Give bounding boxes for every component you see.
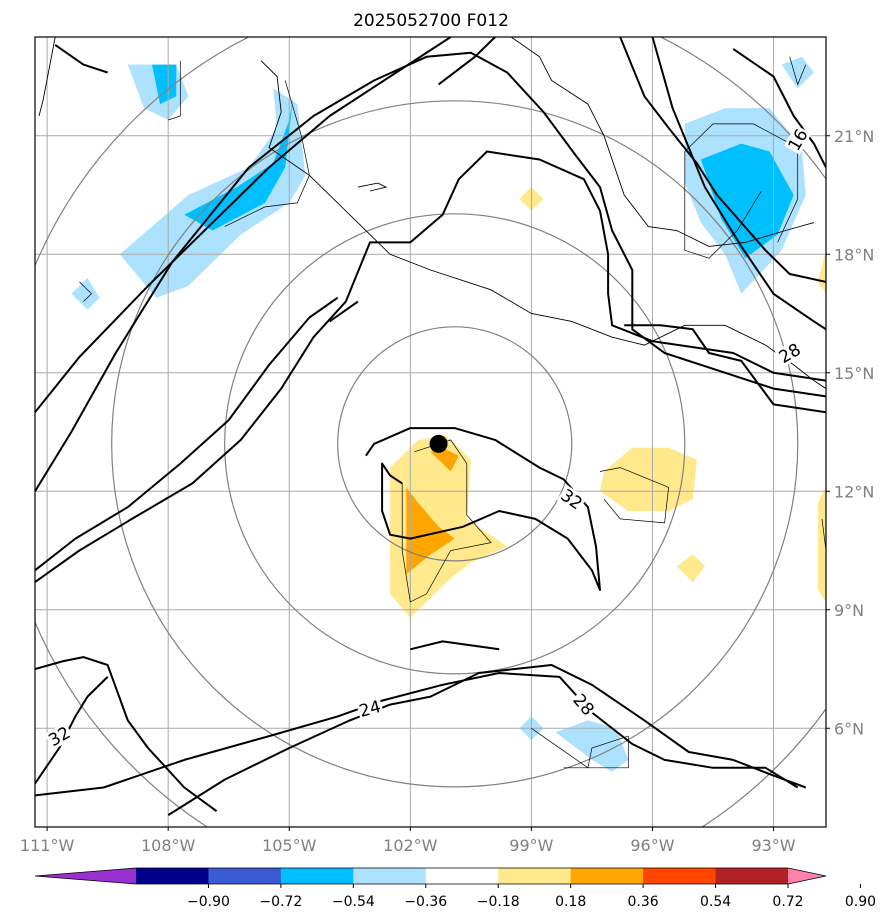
- storm-center-marker: [429, 434, 448, 453]
- gridlines: [35, 37, 826, 827]
- colorbar-label-8: 0.72: [772, 894, 803, 910]
- colorbar-label-0: −0.90: [187, 894, 230, 910]
- shaded-region-13: [430, 447, 459, 472]
- y-tick-label-5: 21°N: [834, 127, 874, 146]
- shading-outline-3: [684, 123, 799, 259]
- contour-32-15: [365, 427, 601, 591]
- colorbar-extend-high: [788, 868, 826, 884]
- contour-label-bg-1: [774, 339, 805, 367]
- contour-24-6: [35, 296, 339, 572]
- contour-28-10: [437, 37, 496, 86]
- colorbar-segment-2: [280, 868, 354, 884]
- contour-24-5: [35, 51, 826, 492]
- colorbar-segment-1: [208, 868, 282, 884]
- x-tick-label-2: 105°W: [262, 836, 317, 855]
- coastline-2: [510, 37, 815, 247]
- contour-20-3: [35, 37, 452, 413]
- range-ring-0: [337, 326, 573, 562]
- shaded-region-1: [152, 64, 177, 105]
- x-tick-label-6: 93°W: [751, 836, 795, 855]
- colorbar-label-4: −0.18: [477, 894, 520, 910]
- y-tick-label-0: 6°N: [834, 719, 864, 738]
- x-tick-label-5: 96°W: [630, 836, 674, 855]
- shaded-region-4: [71, 278, 100, 310]
- range-ring-2: [111, 100, 799, 788]
- shaded-region-15: [676, 554, 705, 583]
- chart-title: 2025052700 F012: [353, 11, 509, 31]
- shading-outline-4: [789, 56, 807, 86]
- contour-16-2: [732, 48, 826, 168]
- map-frame: [34, 36, 827, 828]
- contour-28-11: [167, 664, 807, 816]
- colorbar-label-7: 0.54: [700, 894, 731, 910]
- shading-outline-5: [401, 439, 492, 603]
- y-tick-label-4: 18°N: [834, 245, 874, 264]
- shading-outline-6: [531, 728, 629, 769]
- colorbar-extend-low: [35, 868, 136, 884]
- contour-16-1: [619, 37, 826, 283]
- shaded-region-17: [817, 250, 826, 294]
- colorbar-segment-0: [136, 868, 209, 884]
- colorbar-outline: [34, 867, 827, 885]
- contour-label-bg-2: [556, 484, 587, 514]
- colorbar-segment-7: [643, 868, 717, 884]
- coastlines: [38, 37, 826, 389]
- contour-28-12: [410, 640, 500, 651]
- shaded-region-11: [390, 435, 508, 618]
- y-tick-label-1: 9°N: [834, 601, 864, 620]
- shaded-region-16: [817, 487, 826, 602]
- y-tick-label-3: 15°N: [834, 364, 874, 383]
- range-ring-1: [224, 213, 686, 675]
- y-tick-label-2: 12°N: [834, 482, 874, 501]
- colorbar-label-9: 0.90: [845, 894, 876, 910]
- coastline-1: [38, 37, 56, 117]
- contour-label-bg-5: [44, 722, 75, 750]
- shaded-region-2: [119, 88, 306, 298]
- bold-contours: [35, 37, 826, 816]
- contour-label-bg-0: [783, 124, 812, 155]
- colorbar-label-5: 0.18: [555, 894, 586, 910]
- contour-32-13: [35, 676, 109, 785]
- shading-outline-2: [79, 281, 93, 302]
- contour-label-bg-3: [356, 696, 384, 721]
- contour-32-14: [329, 300, 359, 323]
- x-tick-label-4: 99°W: [509, 836, 553, 855]
- shaded-region-3: [184, 96, 294, 231]
- colorbar-label-3: −0.36: [404, 894, 447, 910]
- contour-20-4: [651, 37, 826, 331]
- colorbar-segment-3: [353, 868, 427, 884]
- colorbar-segment-5: [498, 868, 572, 884]
- shaded-region-12: [406, 487, 455, 575]
- range-rings: [35, 37, 826, 827]
- contour-28-8: [35, 656, 218, 813]
- coastline-0: [260, 60, 826, 389]
- colorbar-label-1: −0.72: [259, 894, 302, 910]
- shading-outline-8: [821, 518, 826, 579]
- colorbar: −0.90 −0.72 −0.54 −0.36 −0.18 0.18 0.36 0.54 0.7…: [34, 867, 876, 910]
- colorbar-label-6: 0.36: [628, 894, 659, 910]
- x-tick-label-1: 108°W: [141, 836, 196, 855]
- contour-16-0: [54, 44, 108, 74]
- shading-outline-0: [168, 60, 181, 121]
- x-tick-label-0: 111°W: [20, 836, 75, 855]
- colorbar-label-2: −0.54: [332, 894, 375, 910]
- colorbar-segment-8: [715, 868, 789, 884]
- coastline-3: [357, 182, 388, 192]
- colorbar-segment-6: [570, 868, 644, 884]
- shaded-region-7: [700, 143, 794, 259]
- colorbar-segment-4: [425, 868, 499, 884]
- contour-24-7: [35, 672, 799, 797]
- shading-outline-7: [599, 467, 669, 524]
- y-axis-ticks: 6°N 9°N 12°N 15°N 18°N 21°N: [826, 127, 874, 738]
- shaded-region-8: [555, 720, 629, 772]
- x-tick-label-3: 102°W: [383, 836, 438, 855]
- x-axis-ticks: 111°W 108°W 105°W 102°W 99°W 96°W 93°W: [20, 827, 796, 855]
- contour-32-16: [624, 324, 826, 414]
- contour-label-bg-4: [569, 689, 599, 720]
- contour-28-9: [35, 150, 826, 583]
